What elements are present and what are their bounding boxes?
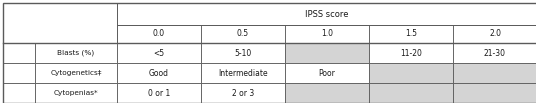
Bar: [3, 63, 35, 83]
Text: 2.0: 2.0: [489, 29, 501, 39]
Bar: [3, 25, 117, 43]
Bar: [285, 25, 369, 43]
Bar: [285, 83, 369, 103]
Bar: [285, 63, 369, 83]
Text: Poor: Poor: [318, 68, 336, 77]
Text: Blasts (%): Blasts (%): [57, 50, 95, 56]
Bar: [201, 83, 285, 103]
Bar: [117, 83, 201, 103]
Bar: [369, 83, 453, 103]
Bar: [201, 25, 285, 43]
Bar: [369, 43, 453, 63]
Bar: [3, 3, 117, 25]
Text: 0.0: 0.0: [153, 29, 165, 39]
Text: 0.5: 0.5: [237, 29, 249, 39]
Bar: [3, 83, 35, 103]
Bar: [3, 43, 35, 63]
Text: Intermediate: Intermediate: [218, 68, 268, 77]
Text: Good: Good: [149, 68, 169, 77]
Bar: [285, 43, 369, 63]
Bar: [117, 3, 536, 25]
Bar: [117, 63, 201, 83]
Bar: [35, 83, 117, 103]
Bar: [35, 63, 117, 83]
Bar: [369, 63, 453, 83]
Text: 0 or 1: 0 or 1: [148, 88, 170, 98]
Text: Cytopenias*: Cytopenias*: [54, 90, 98, 96]
Bar: [453, 83, 536, 103]
Text: 5-10: 5-10: [234, 49, 251, 57]
Bar: [201, 43, 285, 63]
Text: 11-20: 11-20: [400, 49, 422, 57]
Bar: [453, 63, 536, 83]
Bar: [117, 25, 201, 43]
Bar: [201, 63, 285, 83]
Bar: [117, 43, 201, 63]
Text: Cytogenetics‡: Cytogenetics‡: [50, 70, 102, 76]
Bar: [369, 25, 453, 43]
Text: 2 or 3: 2 or 3: [232, 88, 254, 98]
Text: <5: <5: [153, 49, 165, 57]
Bar: [35, 43, 117, 63]
Bar: [453, 43, 536, 63]
Text: 1.0: 1.0: [321, 29, 333, 39]
Text: IPSS score: IPSS score: [305, 9, 349, 19]
Text: 1.5: 1.5: [405, 29, 417, 39]
Bar: [453, 25, 536, 43]
Text: 21-30: 21-30: [484, 49, 506, 57]
